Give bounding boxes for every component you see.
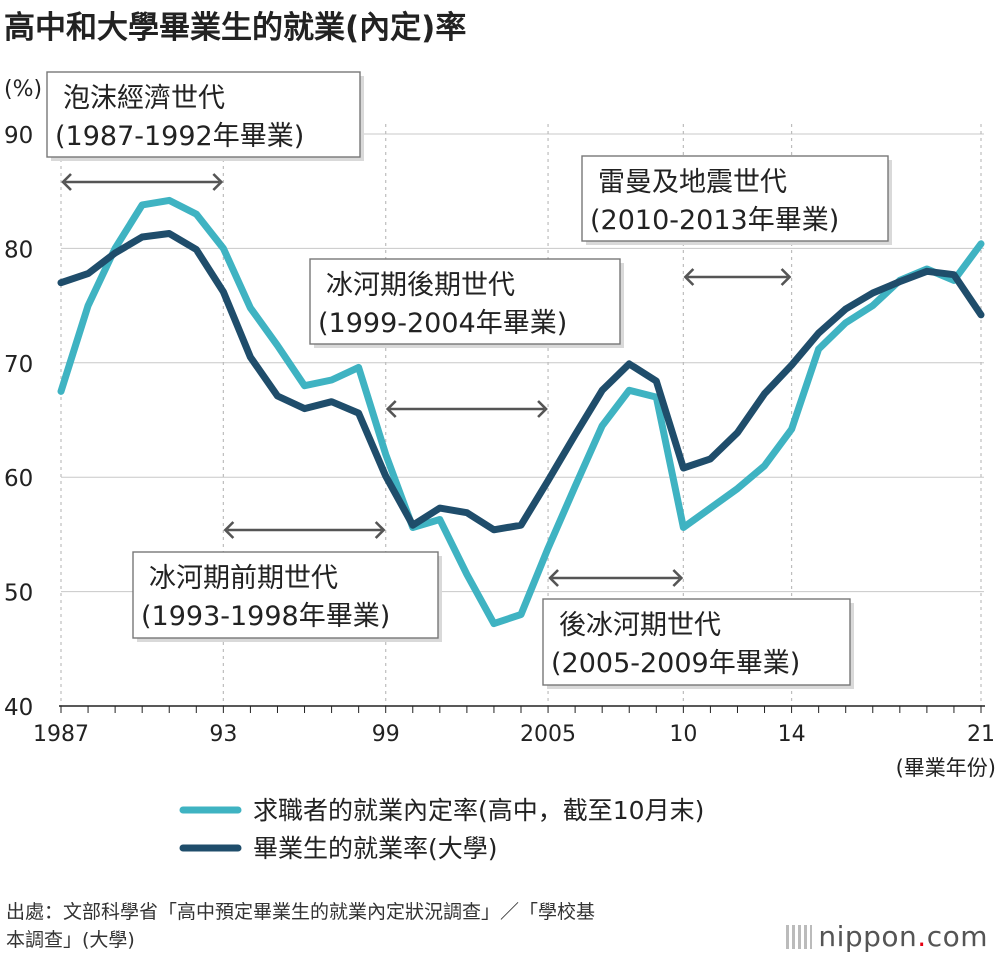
axis-layer: 40 50 60 70 80 90 (%) 1987 93 99 2005 10 14 21 (畢業年份) bbox=[4, 77, 996, 780]
arrow-head-right bbox=[212, 173, 224, 191]
chart-title: 高中和大學畢業生的就業(內定)率 bbox=[4, 10, 467, 46]
generation-span-arrow bbox=[548, 569, 684, 587]
generation-span-arrow bbox=[683, 268, 792, 286]
generation-years: (1987-1992年畢業) bbox=[55, 121, 304, 152]
generation-name: 後冰河期世代 bbox=[559, 610, 721, 641]
x-axis-label: (畢業年份) bbox=[896, 756, 996, 780]
arrow-head-right bbox=[374, 521, 386, 539]
arrow-head-left bbox=[61, 173, 72, 191]
series-line-highschool bbox=[57, 196, 985, 628]
logo-dot: . bbox=[917, 920, 927, 953]
box-frame bbox=[542, 598, 851, 686]
generation-span-arrow bbox=[223, 521, 386, 539]
generation-label-box: 冰河期後期世代 (1999-2004年畢業) bbox=[309, 258, 624, 348]
legend-item: 求職者的就業內定率(高中，截至10月末) bbox=[179, 796, 704, 825]
generation-name: 冰河期後期世代 bbox=[326, 270, 515, 301]
series-layer bbox=[57, 196, 985, 628]
generation-label-box: 泡沫經濟世代 (1987-1992年畢業) bbox=[46, 71, 364, 161]
arrow-layer bbox=[61, 173, 792, 587]
logo-tld: com bbox=[926, 920, 988, 953]
generation-label-box: 雷曼及地震世代 (2010-2013年畢業) bbox=[581, 155, 892, 245]
arrow-head-left bbox=[223, 521, 235, 539]
generation-years: (2010-2013年畢業) bbox=[590, 205, 839, 236]
x-tick-label: 21 bbox=[967, 722, 995, 747]
legend-label: 求職者的就業內定率(高中，截至10月末) bbox=[253, 796, 704, 825]
source-line-2: 本調查」(大學) bbox=[6, 929, 135, 951]
x-tick-label: 10 bbox=[669, 722, 697, 747]
legend: 求職者的就業內定率(高中，截至10月末) 畢業生的就業率(大學) bbox=[179, 796, 704, 863]
series-line-university bbox=[57, 230, 985, 534]
x-tick-label: 99 bbox=[372, 722, 400, 747]
arrow-head-right bbox=[780, 268, 792, 286]
x-tick-label: 93 bbox=[209, 722, 237, 747]
arrow-head-left bbox=[548, 569, 559, 587]
y-axis-label: (%) bbox=[4, 77, 42, 102]
generation-years: (1993-1998年畢業) bbox=[141, 601, 390, 632]
generation-years: (1999-2004年畢業) bbox=[318, 308, 567, 339]
y-tick-label: 50 bbox=[4, 581, 33, 607]
box-frame bbox=[309, 258, 621, 345]
arrow-head-right bbox=[672, 569, 684, 587]
legend-item: 畢業生的就業率(大學) bbox=[179, 834, 498, 863]
nippon-logo: nippon.com bbox=[786, 920, 988, 953]
generation-label-box: 後冰河期世代 (2005-2009年畢業) bbox=[542, 598, 854, 689]
generation-span-arrow bbox=[385, 400, 548, 418]
y-tick-label: 70 bbox=[4, 352, 33, 378]
generation-name: 冰河期前期世代 bbox=[149, 563, 338, 594]
x-tick-label: 14 bbox=[778, 722, 806, 747]
arrow-head-left bbox=[385, 400, 397, 418]
x-tick-label: 2005 bbox=[520, 722, 576, 747]
y-tick-label: 40 bbox=[4, 695, 33, 721]
logo-name: nippon bbox=[818, 920, 918, 953]
y-tick-label: 60 bbox=[4, 466, 33, 492]
y-tick-label: 80 bbox=[4, 237, 33, 263]
generation-years: (2005-2009年畢業) bbox=[551, 648, 800, 679]
annotation-layer: 泡沫經濟世代 (1987-1992年畢業) 冰河期前期世代 (1993-1998年畢業… bbox=[46, 71, 892, 689]
x-tick-label: 1987 bbox=[33, 722, 89, 747]
generation-name: 泡沫經濟世代 bbox=[63, 83, 225, 114]
legend-label: 畢業生的就業率(大學) bbox=[253, 834, 498, 863]
generation-name: 雷曼及地震世代 bbox=[598, 167, 787, 198]
box-frame bbox=[581, 155, 889, 242]
source-line-1: 出處：文部科學省「高中預定畢業生的就業內定狀況調查」／「學校基 bbox=[6, 901, 596, 923]
box-frame bbox=[46, 71, 361, 158]
y-tick-label: 90 bbox=[4, 123, 33, 149]
box-frame bbox=[132, 551, 439, 639]
generation-span-arrow bbox=[61, 173, 224, 191]
arrow-head-left bbox=[683, 268, 695, 286]
source-note: 出處：文部科學省「高中預定畢業生的就業內定狀況調查」／「學校基 本調查」(大學) bbox=[6, 898, 595, 954]
generation-label-box: 冰河期前期世代 (1993-1998年畢業) bbox=[132, 551, 442, 642]
arrow-head-right bbox=[537, 400, 548, 418]
logo-bars-icon bbox=[786, 925, 813, 949]
